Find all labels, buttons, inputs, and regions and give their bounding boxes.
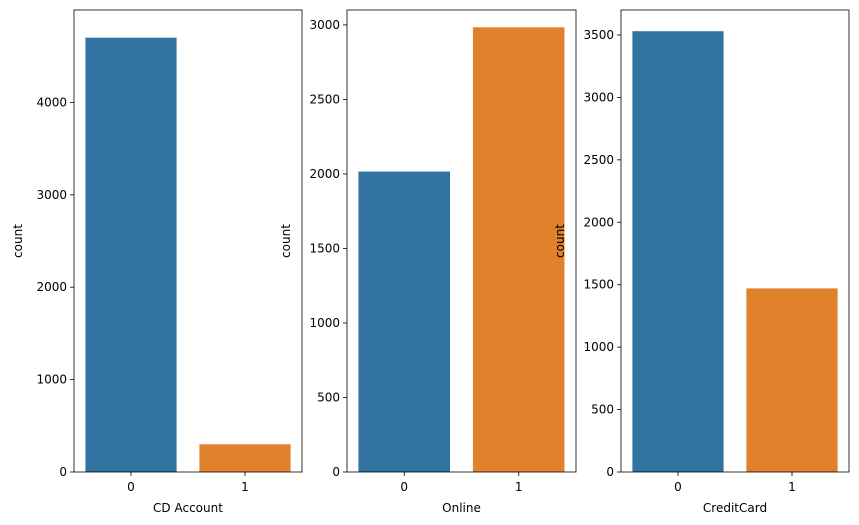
y-tick-label: 1500 <box>583 278 614 292</box>
y-tick-label: 1000 <box>309 316 340 330</box>
x-tick-label: 1 <box>788 480 796 494</box>
y-tick-label: 2000 <box>583 215 614 229</box>
y-tick-label: 1000 <box>583 340 614 354</box>
y-tick-label: 3500 <box>583 28 614 42</box>
y-tick-label: 1500 <box>309 241 340 255</box>
y-tick-label: 3000 <box>36 188 67 202</box>
y-tick-label: 0 <box>606 465 614 479</box>
x-tick-label: 0 <box>674 480 682 494</box>
y-tick-label: 4000 <box>36 95 67 109</box>
y-tick-label: 500 <box>317 390 340 404</box>
y-tick-label: 2000 <box>309 167 340 181</box>
bar-0 <box>632 31 724 472</box>
y-tick-label: 0 <box>332 465 340 479</box>
x-axis-label: CD Account <box>153 501 223 515</box>
bar-1 <box>472 27 565 473</box>
x-axis-label: Online <box>442 501 481 515</box>
x-tick-label: 1 <box>241 480 249 494</box>
x-axis-label: CreditCard <box>703 501 767 515</box>
y-tick-label: 2500 <box>309 92 340 106</box>
subplot-1: 0 1 0 1000 2000 3000 4000 CD Account count <box>11 9 303 515</box>
bar-1 <box>746 288 838 472</box>
subplot-2: 0 1 0 500 1000 1500 2000 2500 3000 Online count <box>279 9 577 515</box>
axes-frame <box>73 9 303 473</box>
bar-0 <box>85 37 177 472</box>
bar-1 <box>199 444 291 472</box>
y-tick-label: 3000 <box>583 90 614 104</box>
x-tick-label: 0 <box>400 480 408 494</box>
y-tick-label: 1000 <box>36 373 67 387</box>
y-tick-label: 3000 <box>309 18 340 32</box>
x-tick-label: 1 <box>515 480 523 494</box>
y-axis-label: count <box>11 224 25 258</box>
subplot-3: 0 1 0 500 1000 1500 2000 2500 3000 3500 CreditCard… <box>553 9 850 515</box>
axes-frame <box>620 9 850 473</box>
y-tick-label: 500 <box>591 403 614 417</box>
x-tick-label: 0 <box>127 480 135 494</box>
y-tick-label: 0 <box>59 465 67 479</box>
y-axis-label: count <box>553 224 567 258</box>
y-tick-label: 2000 <box>36 280 67 294</box>
y-tick-label: 2500 <box>583 153 614 167</box>
y-axis-label: count <box>279 224 293 258</box>
axes-frame <box>346 9 577 473</box>
bar-0 <box>358 171 450 472</box>
